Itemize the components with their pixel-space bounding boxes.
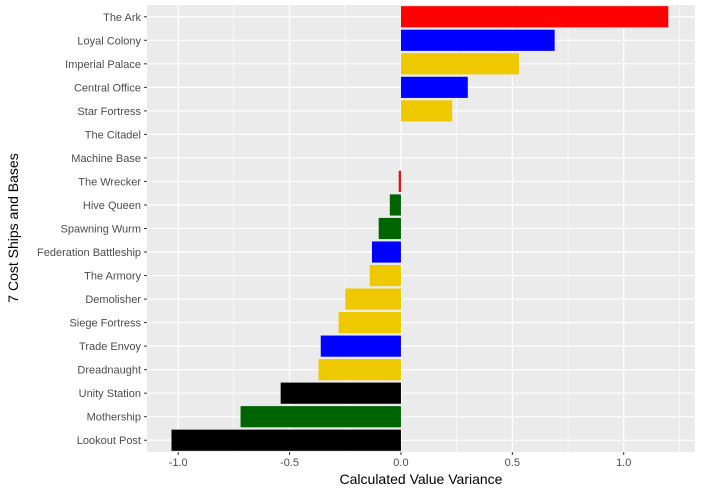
- x-tick-label: -1.0: [169, 457, 188, 469]
- y-tick-label: The Citadel: [85, 129, 141, 141]
- y-axis-label: 7 Cost Ships and Bases: [5, 153, 21, 302]
- bar-loyal-colony: [400, 29, 555, 51]
- y-tick-label: The Wrecker: [78, 176, 141, 188]
- x-tick-label: 0.5: [505, 457, 520, 469]
- x-tick-label: 1.0: [616, 457, 631, 469]
- bar-siege-fortress: [338, 312, 401, 334]
- y-tick-label: Central Office: [74, 82, 141, 94]
- bar-the-wrecker: [398, 170, 401, 193]
- y-tick-label: Spawning Wurm: [61, 224, 142, 236]
- y-tick-label: Demolisher: [85, 294, 141, 306]
- x-axis-label: Calculated Value Variance: [340, 471, 503, 487]
- bar-demolisher: [345, 288, 401, 310]
- bar-dreadnaught: [318, 359, 401, 381]
- bar-the-armory: [369, 264, 401, 287]
- x-tick-label: -0.5: [280, 457, 299, 469]
- y-tick-label: Star Fortress: [77, 106, 141, 118]
- y-tick-label: Federation Battleship: [37, 247, 141, 259]
- bar-the-ark: [400, 6, 669, 28]
- bar-federation-battleship: [371, 241, 401, 263]
- y-tick-label: Mothership: [87, 412, 141, 424]
- bar-mothership: [240, 406, 401, 428]
- y-tick-label: The Armory: [84, 271, 141, 283]
- y-tick-label: Imperial Palace: [65, 59, 141, 71]
- bar-spawning-wurm: [378, 217, 401, 240]
- y-tick-label: Machine Base: [71, 153, 141, 165]
- bar-star-fortress: [400, 100, 453, 122]
- bar-hive-queen: [389, 194, 401, 216]
- bar-imperial-palace: [400, 53, 520, 75]
- y-tick-label: Lookout Post: [77, 435, 141, 447]
- x-tick-label: 0.0: [393, 457, 408, 469]
- y-tick-label: Unity Station: [79, 388, 141, 400]
- y-tick-label: Hive Queen: [83, 200, 141, 212]
- y-tick-label: Dreadnaught: [77, 365, 141, 377]
- bar-central-office: [400, 76, 468, 98]
- bar-lookout-post: [171, 429, 401, 451]
- bar-unity-station: [280, 382, 401, 404]
- y-tick-label: Siege Fortress: [69, 318, 141, 330]
- y-tick-label: Trade Envoy: [79, 341, 141, 353]
- bar-trade-envoy: [320, 335, 401, 357]
- y-tick-label: Loyal Colony: [77, 35, 141, 47]
- y-tick-label: The Ark: [103, 12, 141, 24]
